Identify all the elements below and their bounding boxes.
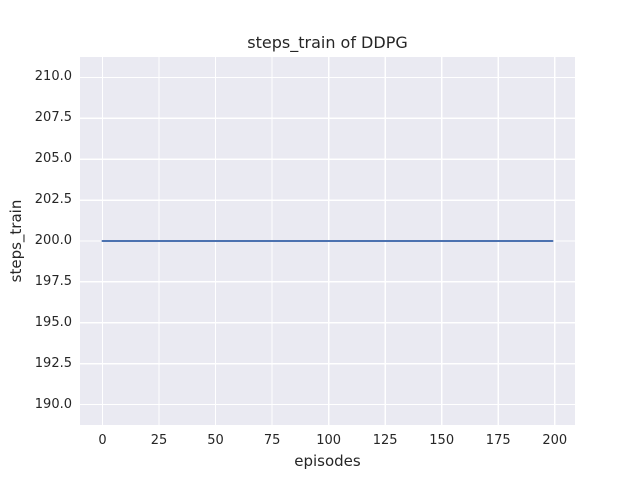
x-tick-label: 75 [263, 433, 281, 448]
y-tick-label: 202.5 [34, 192, 72, 208]
y-tick-label: 205.0 [34, 151, 72, 167]
x-tick-label: 25 [150, 433, 168, 448]
y-tick-label: 207.5 [34, 110, 72, 126]
chart-svg [80, 57, 575, 425]
y-tick-label: 197.5 [34, 273, 72, 289]
y-tick-label: 200.0 [34, 233, 72, 248]
x-tick-label: 0 [98, 433, 107, 448]
x-axis-label: episodes [294, 452, 361, 470]
x-tick-label: 200 [542, 433, 568, 448]
x-tick-label: 175 [485, 433, 511, 448]
y-tick-label: 190.0 [34, 396, 72, 412]
x-tick-label: 100 [316, 433, 342, 448]
y-tick-label: 210.0 [34, 69, 72, 85]
x-tick-label: 125 [372, 433, 398, 448]
y-tick-label: 195.0 [34, 314, 72, 330]
x-tick-label: 50 [207, 433, 224, 448]
y-tick-label: 192.5 [34, 355, 72, 371]
plot-area [80, 57, 575, 425]
chart-title: steps_train of DDPG [247, 33, 408, 52]
x-tick-label: 150 [429, 433, 455, 448]
